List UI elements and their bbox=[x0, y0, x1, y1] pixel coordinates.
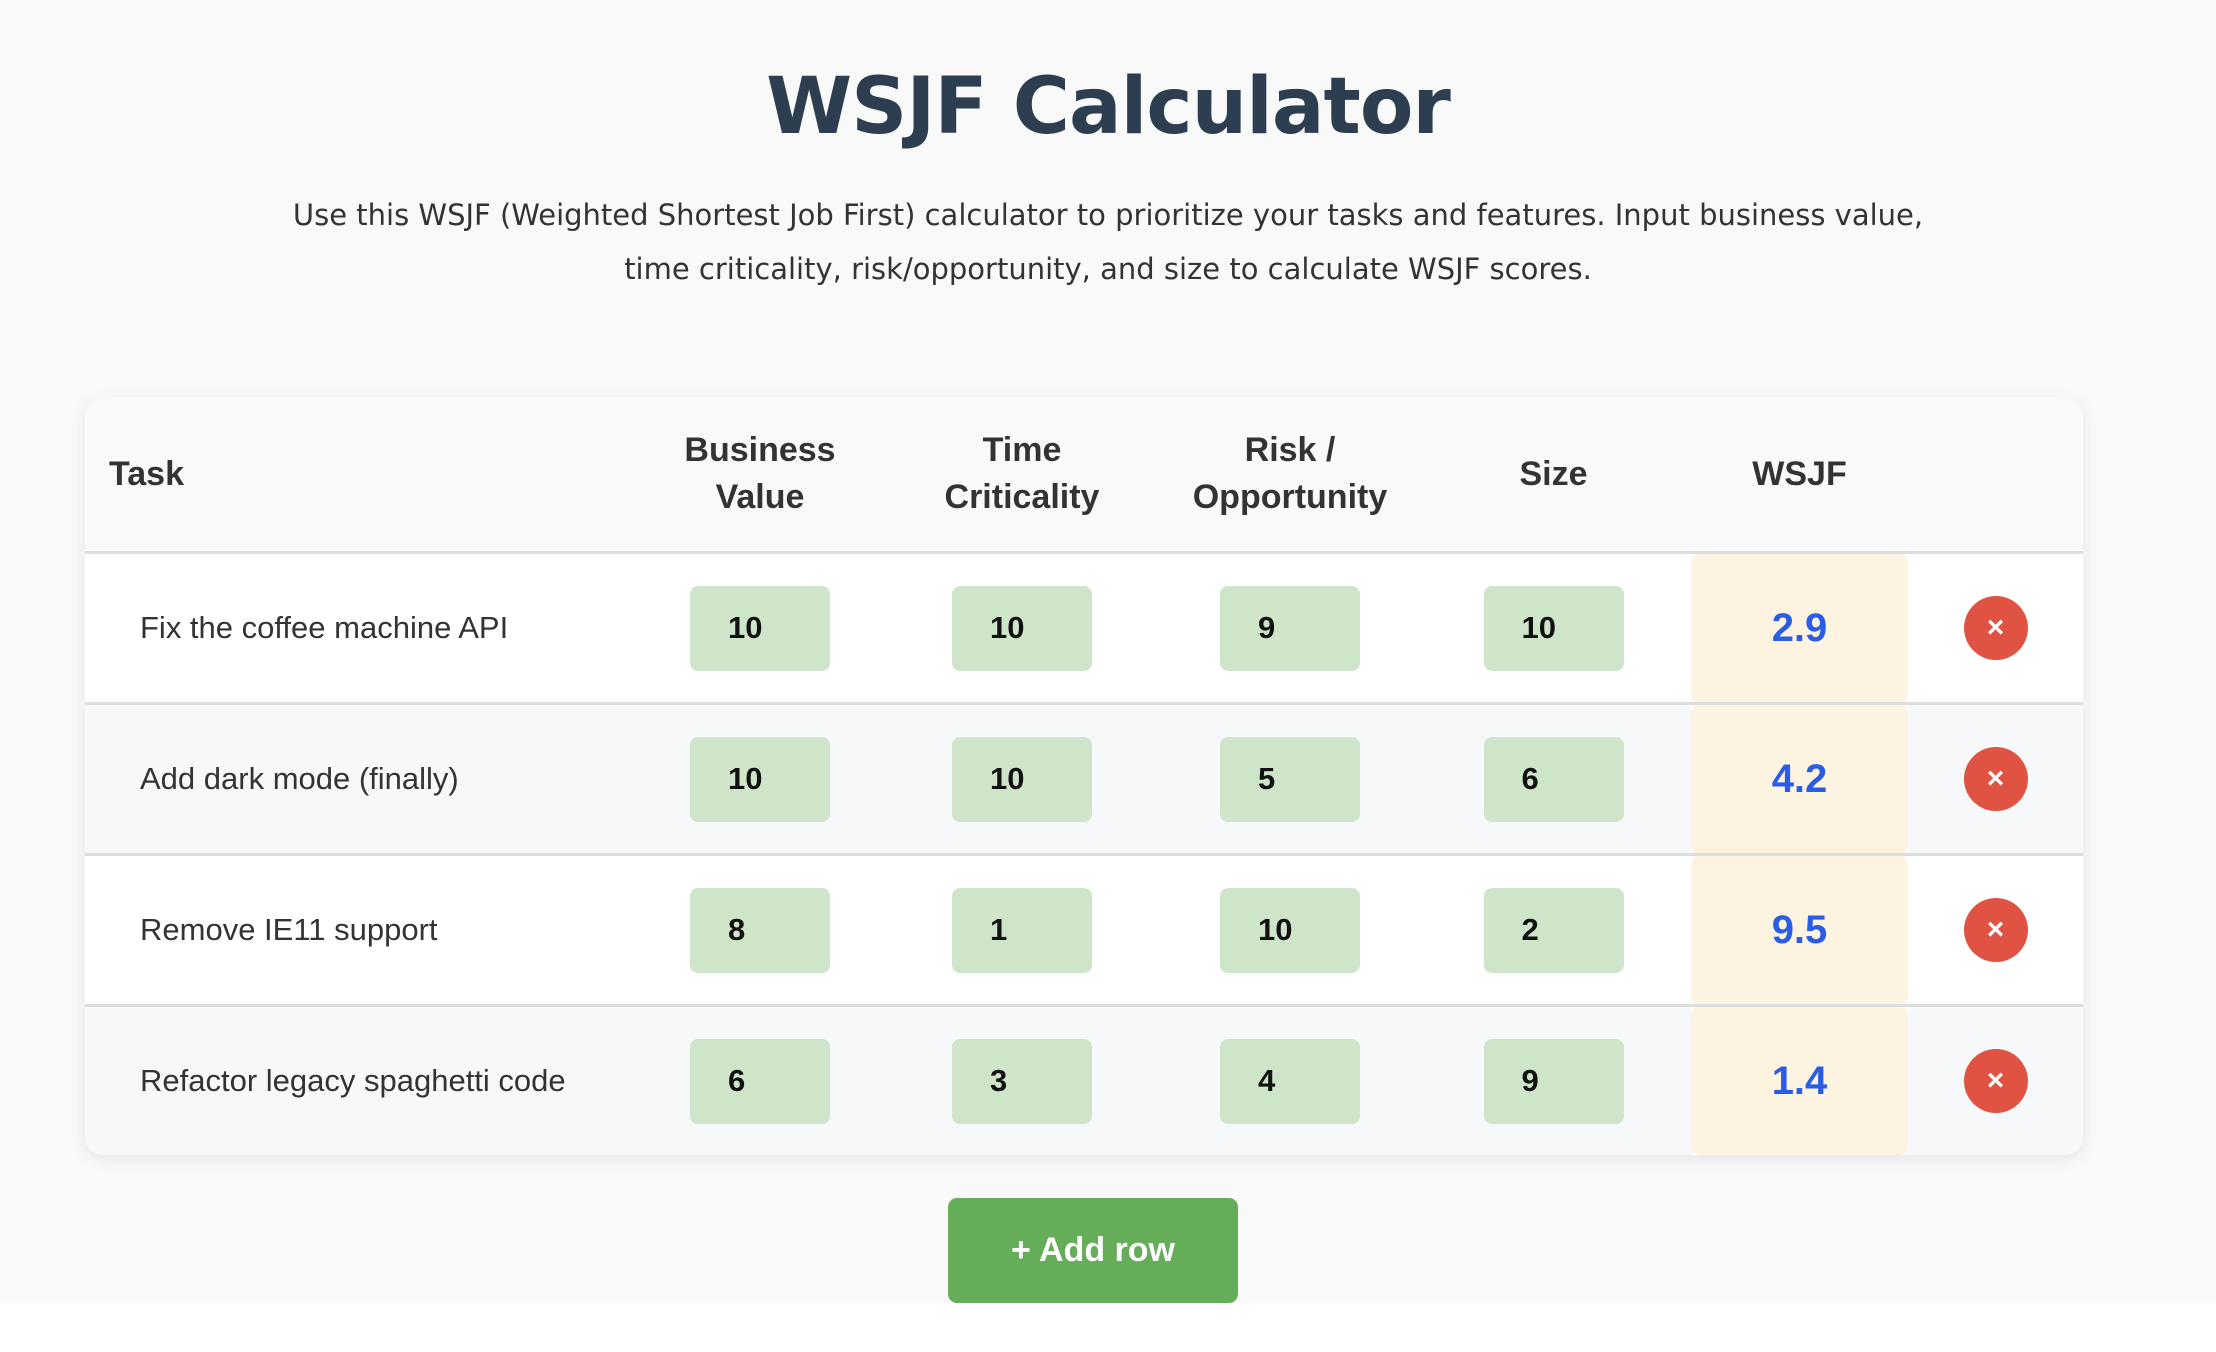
table-row: Fix the coffee machine API 2.9 × bbox=[85, 552, 2083, 705]
time-criticality-input[interactable] bbox=[952, 736, 1092, 822]
size-input[interactable] bbox=[1483, 887, 1624, 973]
page-description: Use this WSJF (Weighted Shortest Job Fir… bbox=[292, 198, 1924, 286]
business-value-input[interactable] bbox=[690, 585, 830, 671]
risk-opportunity-cell bbox=[1164, 854, 1416, 1007]
task-name-input[interactable]: Fix the coffee machine API bbox=[140, 610, 509, 645]
close-icon: × bbox=[1986, 913, 2005, 946]
size-cell bbox=[1416, 854, 1691, 1007]
wsjf-score: 1.4 bbox=[1691, 1005, 1908, 1155]
business-value-cell bbox=[640, 552, 880, 705]
page-title: WSJF Calculator bbox=[766, 62, 1451, 152]
wsjf-score: 2.9 bbox=[1691, 552, 1908, 705]
risk-opportunity-cell bbox=[1164, 552, 1416, 705]
task-cell: Fix the coffee machine API bbox=[85, 552, 640, 705]
table-row: Refactor legacy spaghetti code 1.4 × bbox=[85, 1005, 2083, 1155]
close-icon: × bbox=[1986, 1064, 2005, 1097]
header-actions bbox=[1908, 397, 2083, 554]
add-row-button[interactable]: + Add row bbox=[948, 1198, 1238, 1303]
table-header-row: Task Business Value Time Criticality Ris… bbox=[85, 397, 2083, 554]
actions-cell: × bbox=[1908, 552, 2083, 705]
header-business-value-label: Business Value bbox=[684, 431, 836, 516]
header-time-criticality-label: Time Criticality bbox=[944, 431, 1100, 516]
header-size: Size bbox=[1416, 397, 1691, 554]
risk-opportunity-input[interactable] bbox=[1220, 1038, 1360, 1124]
time-criticality-cell bbox=[880, 854, 1164, 1007]
risk-opportunity-cell bbox=[1164, 1005, 1416, 1155]
delete-row-button[interactable]: × bbox=[1963, 596, 2028, 660]
actions-cell: × bbox=[1908, 1005, 2083, 1155]
actions-cell: × bbox=[1908, 703, 2083, 856]
close-icon: × bbox=[1986, 611, 2005, 644]
wsjf-score: 9.5 bbox=[1691, 854, 1908, 1007]
header-risk-opportunity: Risk / Opportunity bbox=[1164, 397, 1416, 554]
business-value-cell bbox=[640, 1005, 880, 1155]
wsjf-score: 4.2 bbox=[1691, 703, 1908, 856]
time-criticality-cell bbox=[880, 1005, 1164, 1155]
task-name-input[interactable]: Remove IE11 support bbox=[140, 912, 438, 947]
size-input[interactable] bbox=[1483, 736, 1624, 822]
wsjf-table-card: Task Business Value Time Criticality Ris… bbox=[85, 397, 2083, 1155]
delete-row-button[interactable]: × bbox=[1963, 898, 2028, 962]
header-task: Task bbox=[85, 397, 640, 554]
wsjf-table: Task Business Value Time Criticality Ris… bbox=[85, 397, 2083, 1155]
risk-opportunity-input[interactable] bbox=[1220, 585, 1360, 671]
risk-opportunity-input[interactable] bbox=[1220, 736, 1360, 822]
page: WSJF Calculator Use this WSJF (Weighted … bbox=[85, 62, 2083, 1303]
time-criticality-cell bbox=[880, 552, 1164, 705]
task-cell: Add dark mode (finally) bbox=[85, 703, 640, 856]
time-criticality-cell bbox=[880, 703, 1164, 856]
size-cell bbox=[1416, 552, 1691, 705]
task-name-input[interactable]: Add dark mode (finally) bbox=[140, 761, 459, 796]
time-criticality-input[interactable] bbox=[952, 1038, 1092, 1124]
time-criticality-input[interactable] bbox=[952, 887, 1092, 973]
size-cell bbox=[1416, 1005, 1691, 1155]
header-business-value: Business Value bbox=[640, 397, 880, 554]
header-time-criticality: Time Criticality bbox=[880, 397, 1164, 554]
close-icon: × bbox=[1986, 762, 2005, 795]
delete-row-button[interactable]: × bbox=[1963, 747, 2028, 811]
task-cell: Remove IE11 support bbox=[85, 854, 640, 1007]
actions-cell: × bbox=[1908, 854, 2083, 1007]
business-value-cell bbox=[640, 703, 880, 856]
size-input[interactable] bbox=[1483, 1038, 1624, 1124]
table-row: Remove IE11 support 9.5 × bbox=[85, 854, 2083, 1007]
business-value-input[interactable] bbox=[690, 1038, 830, 1124]
risk-opportunity-cell bbox=[1164, 703, 1416, 856]
task-cell: Refactor legacy spaghetti code bbox=[85, 1005, 640, 1155]
delete-row-button[interactable]: × bbox=[1963, 1049, 2028, 1113]
size-cell bbox=[1416, 703, 1691, 856]
task-name-input[interactable]: Refactor legacy spaghetti code bbox=[140, 1063, 566, 1098]
time-criticality-input[interactable] bbox=[952, 585, 1092, 671]
business-value-input[interactable] bbox=[690, 736, 830, 822]
table-row: Add dark mode (finally) 4.2 × bbox=[85, 703, 2083, 856]
header-wsjf: WSJF bbox=[1691, 397, 1908, 554]
business-value-cell bbox=[640, 854, 880, 1007]
business-value-input[interactable] bbox=[690, 887, 830, 973]
size-input[interactable] bbox=[1483, 585, 1624, 671]
risk-opportunity-input[interactable] bbox=[1220, 887, 1360, 973]
header-risk-opportunity-label: Risk / Opportunity bbox=[1192, 431, 1388, 516]
